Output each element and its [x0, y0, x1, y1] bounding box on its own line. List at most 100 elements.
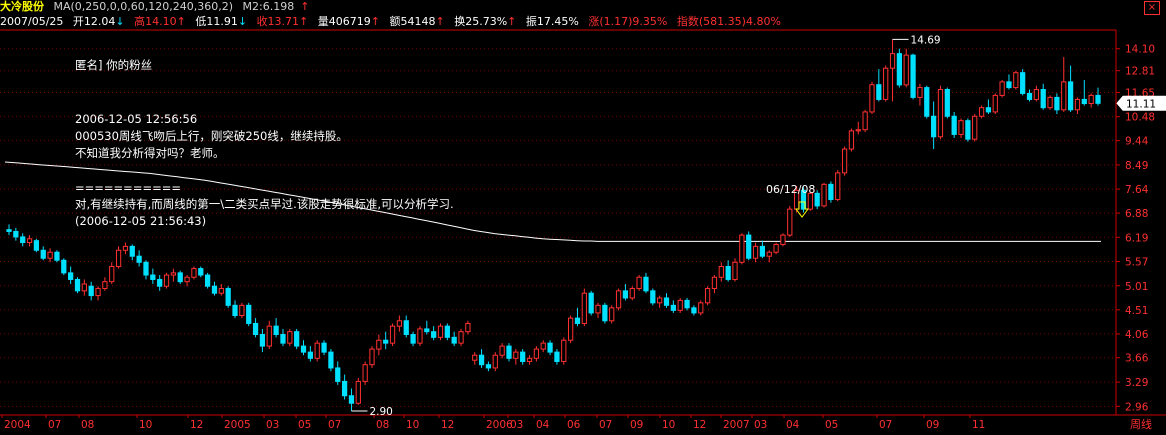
candle — [1047, 95, 1053, 110]
x-tick-label: 07 — [599, 419, 612, 431]
candle — [547, 340, 553, 356]
candle-body-up — [355, 380, 361, 404]
candle-body-down — [451, 336, 457, 344]
candle — [478, 349, 485, 368]
candle — [903, 48, 909, 88]
candle — [1095, 87, 1101, 106]
candle-body-down — [157, 278, 163, 287]
down-arrow-icon — [795, 201, 809, 218]
candle-body-down — [252, 322, 259, 335]
candle — [129, 244, 135, 261]
candle-body-down — [944, 89, 950, 117]
x-tick-label: 11 — [972, 419, 985, 431]
y-tick-label: 5.57 — [1125, 256, 1148, 268]
candle-body-down — [321, 342, 327, 353]
candle-body-down — [547, 342, 553, 353]
candle — [88, 281, 94, 301]
candle-body-up — [615, 290, 622, 309]
candle-body-up — [314, 342, 320, 359]
candle — [383, 331, 389, 350]
x-tick-label: 10 — [662, 419, 675, 431]
candle-body-down — [725, 265, 731, 280]
ma-params: MA(0,250,0,0,60,120,240,360,2) — [53, 0, 234, 13]
candle — [670, 300, 676, 313]
post-reply-2: (2006-12-05 21:56:43) — [75, 214, 207, 228]
candle-body-up — [704, 288, 711, 304]
candle — [609, 305, 615, 324]
candle — [787, 205, 793, 237]
candle — [13, 227, 19, 241]
min-label: 2.90 — [369, 406, 392, 418]
candle-body-up — [47, 251, 53, 259]
candle — [828, 181, 834, 203]
candle — [917, 83, 923, 106]
candle — [54, 250, 60, 263]
candle-body-up — [855, 129, 861, 132]
close-button[interactable]: × — [1144, 1, 1160, 15]
candle — [972, 114, 978, 142]
y-tick-label: 6.19 — [1125, 232, 1148, 244]
y-tick-label: 8.49 — [1125, 160, 1148, 172]
candle-body-down — [211, 285, 218, 294]
candle-body-up — [266, 325, 272, 347]
candle — [526, 355, 533, 365]
turnover-up-arrow-icon: ↑ — [507, 15, 517, 28]
candle — [513, 349, 519, 365]
candle — [684, 297, 690, 311]
candle — [389, 323, 396, 347]
m2-up-arrow-icon: ↑ — [300, 0, 310, 13]
candle — [239, 302, 245, 319]
candle-body-down — [746, 234, 752, 259]
candle-body-down — [800, 189, 807, 210]
candle — [848, 128, 855, 152]
candle — [821, 182, 827, 208]
candle-body-down — [910, 54, 916, 98]
candle-body-up — [540, 342, 546, 350]
candle-body-up — [862, 111, 868, 131]
candle-body-up — [889, 53, 896, 69]
candle-body-down — [1081, 98, 1087, 105]
x-tick-label: 10 — [406, 419, 419, 431]
candle — [259, 328, 266, 353]
amplitude-value: 振17.45% — [525, 15, 579, 28]
candle — [807, 191, 813, 211]
y-tick-label: 3.29 — [1125, 377, 1148, 389]
low-value: 低11.91 — [195, 15, 238, 28]
x-tick-label: 03 — [510, 419, 523, 431]
x-tick-label: 03 — [754, 419, 767, 431]
candle-body-up — [458, 331, 464, 344]
candle-body-up — [533, 348, 540, 359]
post-line-1: 000530周线飞吻后上行，刚突破250线，继续持股。 — [75, 129, 348, 143]
max-label: 14.69 — [911, 34, 941, 46]
candle-body-up — [526, 357, 533, 362]
candle — [876, 69, 882, 102]
candle — [431, 326, 437, 341]
candle — [1013, 70, 1019, 90]
candle — [252, 318, 259, 338]
candle — [992, 93, 998, 115]
candle-body-down — [177, 272, 183, 283]
quote-date: 2007/05/25 — [0, 15, 64, 28]
candle — [910, 53, 916, 100]
candle-body-up — [677, 299, 683, 311]
candle-body-up — [163, 274, 170, 287]
candle-body-up — [369, 348, 375, 366]
candle-body-down — [876, 84, 882, 100]
y-tick-label: 2.96 — [1125, 401, 1149, 413]
candle — [417, 326, 423, 347]
candle-body-up — [718, 265, 724, 278]
candle-body-up — [1088, 94, 1094, 105]
y-tick-label: 3.66 — [1125, 353, 1149, 365]
candle-body-up — [629, 288, 635, 299]
candle — [451, 331, 457, 347]
stock-title[interactable]: 大冷股份 — [0, 0, 44, 13]
candle-body-down — [588, 292, 594, 314]
candle — [698, 300, 704, 316]
post-author: 匿名] 你的粉丝 — [75, 58, 153, 72]
candle — [424, 320, 430, 335]
candle-body-down — [924, 87, 930, 117]
candle — [567, 315, 574, 344]
candle — [198, 266, 204, 278]
